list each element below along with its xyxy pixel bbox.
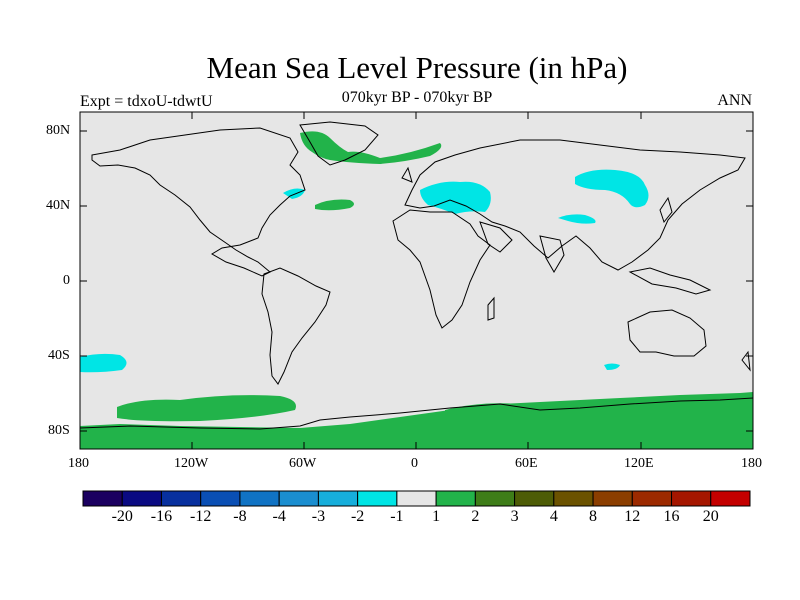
field-negative-tibet: [558, 214, 596, 224]
coastline-south-america: [261, 267, 331, 385]
coastline-madagascar: [487, 296, 495, 321]
colorbar-label: -8: [233, 508, 247, 525]
field-negative-south-indian: [604, 363, 620, 370]
field-positive-antarctic: [80, 392, 753, 449]
lon-tick-label: 180: [68, 456, 89, 471]
lon-tick-label: 60E: [515, 456, 538, 471]
coastline-north-america: [91, 127, 306, 277]
lon-tick-label: 120E: [624, 456, 654, 471]
colorbar-label: -1: [390, 508, 404, 525]
lat-tick-label: 80S: [48, 423, 70, 438]
coastline-new-zealand: [741, 350, 751, 372]
plot-subtitle: 070kyr BP - 070kyr BP: [341, 89, 493, 106]
coastline-greenland: [299, 121, 379, 166]
field-negative-siberia: [575, 169, 649, 208]
colorbar-label: -12: [190, 508, 212, 525]
colorbar-box: [200, 490, 241, 507]
coastline-india: [539, 235, 565, 273]
field-negative-europe: [420, 181, 491, 214]
lon-tick-label: 60W: [289, 456, 317, 471]
colorbar-label: -2: [350, 508, 365, 525]
colorbar-box: [553, 490, 594, 507]
map-background: [80, 112, 753, 449]
colorbar-label: 3: [510, 508, 519, 525]
field-positive-greenland: [300, 131, 442, 164]
lat-tick-label: 80N: [46, 123, 71, 138]
colorbar-box: [592, 490, 633, 507]
colorbar-box: [82, 490, 123, 507]
lat-tick-label: 0: [63, 273, 70, 288]
coastline-indonesia: [628, 267, 712, 295]
colorbar-label: 20: [702, 508, 719, 525]
lat-tick-label: 40N: [46, 198, 71, 213]
experiment-label: Expt = tdxoU-tdwtU: [80, 93, 213, 110]
field-negative-north-america: [283, 188, 305, 199]
colorbar-box: [435, 490, 476, 507]
colorbar-label: -3: [311, 508, 326, 525]
colorbar-box: [278, 490, 319, 507]
colorbar-label: -16: [150, 508, 173, 525]
colorbar-box: [317, 490, 359, 507]
coastline-antarctica: [80, 397, 753, 430]
field-positive-southern-ocean: [117, 395, 296, 422]
field-positive-north-atlantic: [315, 199, 354, 211]
colorbar-box: [710, 490, 751, 507]
coastline-arabia: [479, 221, 513, 253]
colorbar-box: [474, 490, 516, 507]
field-negative-south-pacific: [80, 353, 127, 373]
lon-tick-label: 0: [411, 456, 418, 471]
lat-tick-label: 40S: [48, 348, 70, 363]
axis-ticks: [79, 112, 754, 449]
colorbar-label: 1: [432, 508, 441, 525]
colorbar-box: [631, 490, 673, 507]
coastline-eurasia: [404, 139, 746, 271]
colorbar-box: [160, 490, 202, 507]
plot-title: Mean Sea Level Pressure (in hPa): [206, 50, 628, 85]
coastline-africa: [392, 209, 491, 329]
pressure-anomaly-fields: [80, 131, 753, 449]
colorbar-label: 2: [471, 508, 480, 525]
colorbar-label: -4: [272, 508, 286, 525]
colorbar-box: [396, 490, 437, 507]
colorbar-box: [239, 490, 280, 507]
coastlines: [80, 121, 753, 430]
colorbar-label: 12: [624, 508, 641, 525]
coastline-japan: [659, 196, 673, 224]
colorbar-label: 16: [663, 508, 680, 525]
coastline-uk: [401, 166, 413, 183]
colorbar-box: [121, 490, 162, 507]
coastline-australia: [627, 309, 707, 357]
colorbar-label: -20: [111, 508, 133, 525]
colorbar-box: [514, 490, 555, 507]
colorbar: [82, 490, 751, 507]
colorbar-label: 8: [589, 508, 598, 525]
colorbar-label: 4: [549, 508, 558, 525]
season-label: ANN: [717, 92, 752, 109]
lon-tick-label: 120W: [174, 456, 209, 471]
lon-tick-label: 180: [741, 456, 762, 471]
colorbar-box: [671, 490, 712, 507]
colorbar-box: [357, 490, 398, 507]
